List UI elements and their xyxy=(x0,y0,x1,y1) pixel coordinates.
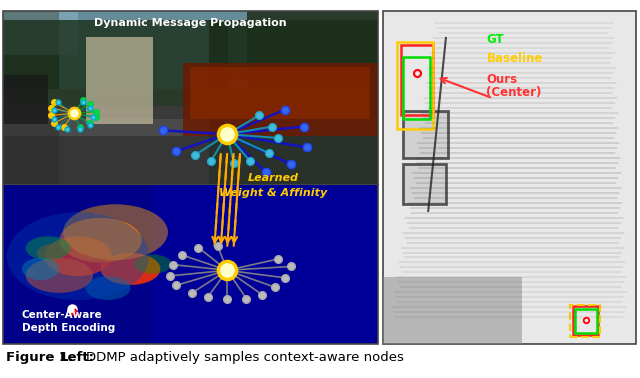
Bar xyxy=(3,11,378,344)
Bar xyxy=(3,136,378,184)
Text: GT: GT xyxy=(486,33,504,46)
Bar xyxy=(383,11,636,344)
Text: (Center): (Center) xyxy=(486,86,542,99)
Bar xyxy=(3,184,378,344)
Bar xyxy=(183,63,378,136)
Bar xyxy=(570,305,600,337)
Ellipse shape xyxy=(22,258,60,280)
Bar xyxy=(209,20,378,81)
Ellipse shape xyxy=(26,258,93,293)
Ellipse shape xyxy=(134,254,172,274)
Text: Ours: Ours xyxy=(486,73,518,86)
Ellipse shape xyxy=(74,244,104,259)
Ellipse shape xyxy=(100,253,161,285)
Bar xyxy=(403,57,430,119)
Bar xyxy=(403,164,446,204)
Text: Weight & Affinity: Weight & Affinity xyxy=(219,187,327,198)
Text: Center-Aware: Center-Aware xyxy=(22,310,102,320)
Bar xyxy=(3,20,228,89)
Bar xyxy=(3,107,209,184)
Bar xyxy=(401,45,433,115)
Bar xyxy=(60,119,209,184)
Bar xyxy=(403,111,449,158)
Bar xyxy=(60,11,246,89)
Ellipse shape xyxy=(60,218,141,263)
Text: Left:: Left: xyxy=(60,352,95,364)
Bar xyxy=(3,11,78,54)
Text: Figure 1.: Figure 1. xyxy=(6,352,74,364)
Bar xyxy=(397,42,433,129)
Bar xyxy=(575,309,597,333)
Bar xyxy=(153,184,378,344)
Bar xyxy=(86,37,153,124)
Bar xyxy=(191,67,370,119)
Ellipse shape xyxy=(63,204,168,260)
Ellipse shape xyxy=(26,236,70,260)
Bar xyxy=(573,306,598,335)
Ellipse shape xyxy=(44,236,112,276)
Text: Dynamic Message Propagation: Dynamic Message Propagation xyxy=(94,18,287,28)
Text: DDMP adaptively samples context-aware nodes: DDMP adaptively samples context-aware no… xyxy=(86,352,404,364)
Ellipse shape xyxy=(7,212,149,300)
Text: Learned: Learned xyxy=(247,173,298,183)
Ellipse shape xyxy=(37,243,74,263)
Ellipse shape xyxy=(86,276,131,300)
Bar xyxy=(3,11,378,184)
Bar xyxy=(383,277,522,344)
Text: Baseline: Baseline xyxy=(486,52,543,65)
Bar xyxy=(3,75,48,124)
Text: Depth Encoding: Depth Encoding xyxy=(22,323,115,333)
